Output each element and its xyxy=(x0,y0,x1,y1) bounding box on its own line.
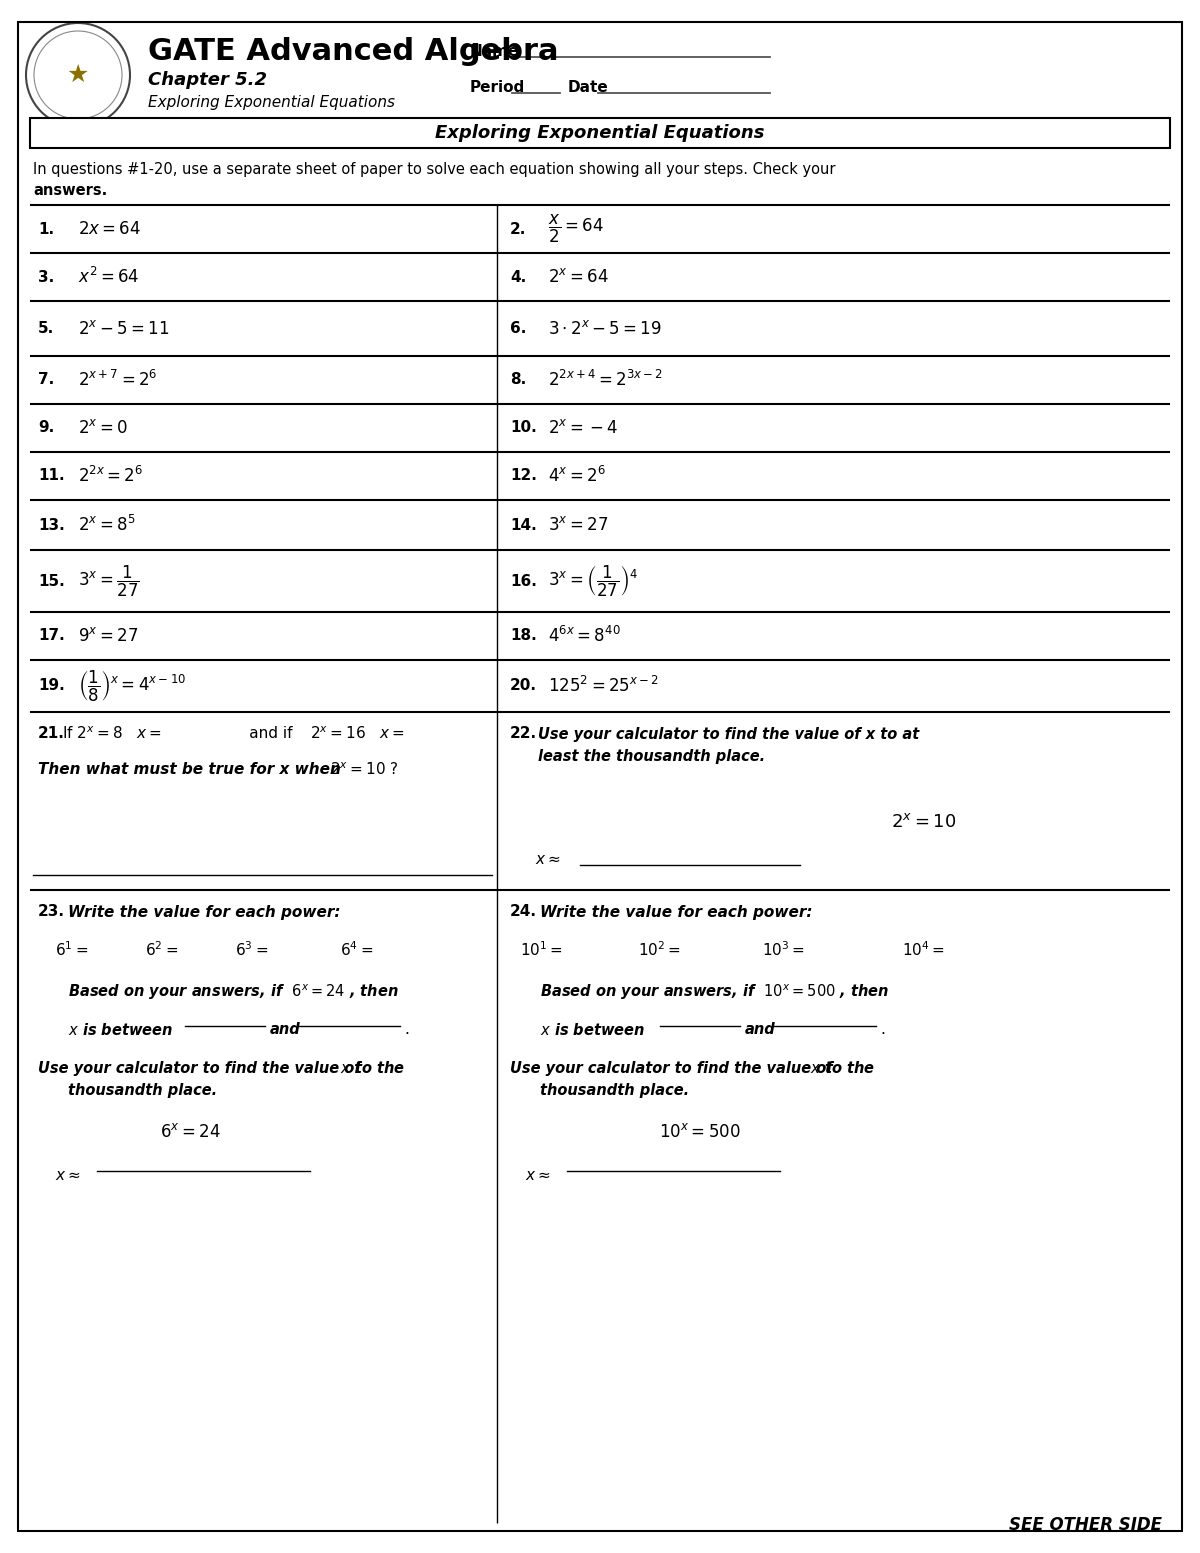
Text: 24.: 24. xyxy=(510,904,538,919)
Text: $3^x = \dfrac{1}{27}$: $3^x = \dfrac{1}{27}$ xyxy=(78,564,139,598)
Text: 16.: 16. xyxy=(510,573,536,589)
Text: Date: Date xyxy=(568,81,608,95)
Text: 10.: 10. xyxy=(510,421,536,435)
Text: .: . xyxy=(404,1022,409,1037)
Text: $x$ to the: $x$ to the xyxy=(340,1061,406,1076)
Text: ★: ★ xyxy=(67,64,89,87)
Text: 15.: 15. xyxy=(38,573,65,589)
Text: $3 \cdot 2^x - 5 = 19$: $3 \cdot 2^x - 5 = 19$ xyxy=(548,320,662,337)
Text: $4^{6x} = 8^{40}$: $4^{6x} = 8^{40}$ xyxy=(548,626,620,646)
Text: 19.: 19. xyxy=(38,679,65,694)
Text: .: . xyxy=(880,1022,884,1037)
Text: Use your calculator to find the value of: Use your calculator to find the value of xyxy=(510,1061,833,1076)
Text: In questions #1-20, use a separate sheet of paper to solve each equation showing: In questions #1-20, use a separate sheet… xyxy=(34,162,835,177)
Text: answers.: answers. xyxy=(34,183,107,197)
Text: and: and xyxy=(270,1022,301,1037)
Text: Exploring Exponential Equations: Exploring Exponential Equations xyxy=(148,95,395,110)
Text: 20.: 20. xyxy=(510,679,538,694)
Text: 17.: 17. xyxy=(38,629,65,643)
Text: SEE OTHER SIDE: SEE OTHER SIDE xyxy=(1009,1516,1162,1534)
Text: $2^x = 64$: $2^x = 64$ xyxy=(548,269,608,286)
Text: $2^{2x} = 2^6$: $2^{2x} = 2^6$ xyxy=(78,466,143,486)
Text: thousandth place.: thousandth place. xyxy=(68,1082,217,1098)
Text: $6^3 =$: $6^3 =$ xyxy=(235,941,268,960)
Text: 21.: 21. xyxy=(38,727,65,741)
Text: $\left(\dfrac{1}{8}\right)^x = 4^{x-10}$: $\left(\dfrac{1}{8}\right)^x = 4^{x-10}$ xyxy=(78,668,186,704)
Text: $x$ to the: $x$ to the xyxy=(810,1061,875,1076)
Text: $2^{x+7} = 2^6$: $2^{x+7} = 2^6$ xyxy=(78,370,157,390)
Text: Write the value for each power:: Write the value for each power: xyxy=(540,904,812,919)
Text: $2^x = 0$: $2^x = 0$ xyxy=(78,419,128,436)
Text: 9.: 9. xyxy=(38,421,54,435)
Text: 2.: 2. xyxy=(510,222,527,236)
Text: $x$ is between: $x$ is between xyxy=(68,1022,173,1037)
Text: Use your calculator to find the value of: Use your calculator to find the value of xyxy=(38,1061,361,1076)
Text: Name: Name xyxy=(470,45,520,59)
Text: $2^{2x+4} = 2^{3x-2}$: $2^{2x+4} = 2^{3x-2}$ xyxy=(548,370,664,390)
Text: 7.: 7. xyxy=(38,373,54,388)
Text: $2^x = -4$: $2^x = -4$ xyxy=(548,419,618,436)
Text: 12.: 12. xyxy=(510,469,536,483)
Text: $4^x = 2^6$: $4^x = 2^6$ xyxy=(548,466,606,486)
Text: $3^x = \left(\dfrac{1}{27}\right)^4$: $3^x = \left(\dfrac{1}{27}\right)^4$ xyxy=(548,564,638,598)
Text: 23.: 23. xyxy=(38,904,65,919)
Text: $6^4 =$: $6^4 =$ xyxy=(340,941,373,960)
Text: 6.: 6. xyxy=(510,321,527,335)
FancyBboxPatch shape xyxy=(30,118,1170,148)
Text: $2^x = 10$: $2^x = 10$ xyxy=(892,814,956,831)
Text: Use your calculator to find the value of x to at: Use your calculator to find the value of… xyxy=(538,727,919,741)
Text: 8.: 8. xyxy=(510,373,527,388)
Text: 22.: 22. xyxy=(510,727,538,741)
Text: $2^x - 5 = 11$: $2^x - 5 = 11$ xyxy=(78,320,169,337)
Text: 5.: 5. xyxy=(38,321,54,335)
Text: $x^2 = 64$: $x^2 = 64$ xyxy=(78,267,139,287)
Text: $2^x = 8^5$: $2^x = 8^5$ xyxy=(78,516,136,536)
Text: $9^x = 27$: $9^x = 27$ xyxy=(78,627,138,644)
Text: Based on your answers, if  $10^x = 500$ , then: Based on your answers, if $10^x = 500$ ,… xyxy=(540,981,889,1002)
Text: 14.: 14. xyxy=(510,517,536,533)
Text: $10^2 =$: $10^2 =$ xyxy=(638,941,680,960)
Text: 18.: 18. xyxy=(510,629,536,643)
Text: $2x = 64$: $2x = 64$ xyxy=(78,221,140,238)
Text: Then what must be true for x when: Then what must be true for x when xyxy=(38,763,341,778)
Text: $6^x = 24$: $6^x = 24$ xyxy=(160,1123,221,1141)
Text: $2^x = 16$   $x =$: $2^x = 16$ $x =$ xyxy=(310,725,404,742)
Text: $10^4 =$: $10^4 =$ xyxy=(902,941,944,960)
Text: GATE Advanced Algebra: GATE Advanced Algebra xyxy=(148,37,558,67)
Text: Write the value for each power:: Write the value for each power: xyxy=(68,904,341,919)
Text: 11.: 11. xyxy=(38,469,65,483)
Text: 13.: 13. xyxy=(38,517,65,533)
Text: Chapter 5.2: Chapter 5.2 xyxy=(148,71,266,89)
Text: thousandth place.: thousandth place. xyxy=(540,1082,689,1098)
Text: $\dfrac{x}{2} = 64$: $\dfrac{x}{2} = 64$ xyxy=(548,213,604,245)
Text: $10^1 =$: $10^1 =$ xyxy=(520,941,563,960)
Text: $3^x = 27$: $3^x = 27$ xyxy=(548,516,608,534)
Text: Exploring Exponential Equations: Exploring Exponential Equations xyxy=(436,124,764,141)
Text: Based on your answers, if  $6^x = 24$ , then: Based on your answers, if $6^x = 24$ , t… xyxy=(68,981,398,1002)
Text: $x \approx$: $x \approx$ xyxy=(535,853,560,868)
Text: and: and xyxy=(745,1022,775,1037)
Text: 3.: 3. xyxy=(38,270,54,284)
Text: $x$ is between: $x$ is between xyxy=(540,1022,646,1037)
Text: least the thousandth place.: least the thousandth place. xyxy=(538,750,766,764)
Text: $10^3 =$: $10^3 =$ xyxy=(762,941,805,960)
Text: 1.: 1. xyxy=(38,222,54,236)
Text: $6^2 =$: $6^2 =$ xyxy=(145,941,178,960)
Text: 4.: 4. xyxy=(510,270,527,284)
Text: $x \approx$: $x \approx$ xyxy=(55,1168,80,1182)
Text: and if: and if xyxy=(220,727,293,741)
Text: $6^1 =$: $6^1 =$ xyxy=(55,941,88,960)
Text: If $2^x = 8$   $x =$: If $2^x = 8$ $x =$ xyxy=(62,725,162,742)
Text: $x \approx$: $x \approx$ xyxy=(526,1168,551,1182)
Text: Period: Period xyxy=(470,81,526,95)
Text: $2^x = 10$ ?: $2^x = 10$ ? xyxy=(330,761,398,778)
Text: $10^x = 500$: $10^x = 500$ xyxy=(659,1123,740,1141)
Text: $125^2 = 25^{x-2}$: $125^2 = 25^{x-2}$ xyxy=(548,676,659,696)
